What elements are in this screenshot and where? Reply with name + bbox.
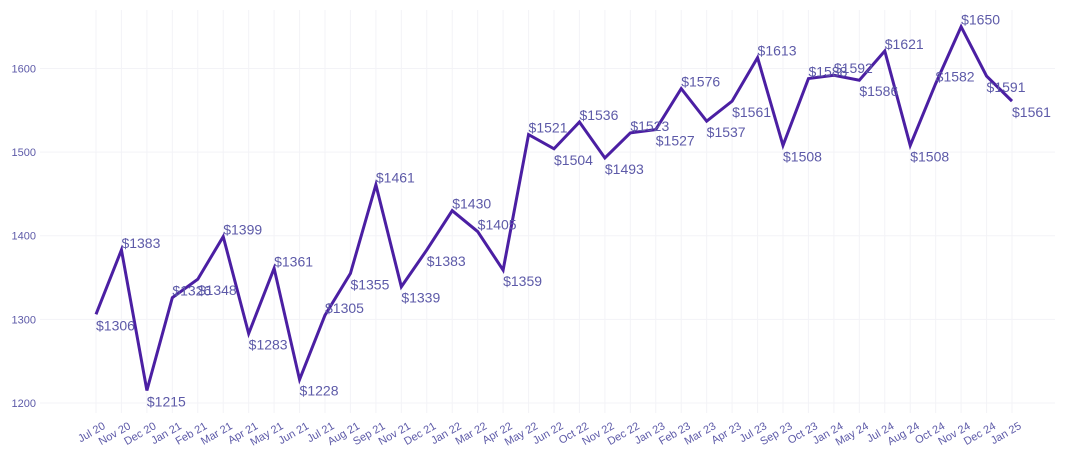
data-label: $1561 bbox=[732, 104, 771, 120]
data-label: $1536 bbox=[579, 107, 618, 123]
data-label: $1527 bbox=[656, 133, 695, 149]
data-label: $1430 bbox=[452, 196, 491, 212]
y-tick-label: 1500 bbox=[12, 147, 36, 159]
y-tick-label: 1300 bbox=[12, 314, 36, 326]
data-label: $1537 bbox=[707, 124, 746, 140]
grid bbox=[40, 10, 1055, 413]
data-label: $1588 bbox=[808, 64, 847, 80]
data-label: $1592 bbox=[834, 60, 873, 76]
data-label: $1504 bbox=[554, 152, 593, 168]
data-label: $1650 bbox=[961, 12, 1000, 28]
data-label: $1283 bbox=[249, 337, 288, 353]
y-tick-label: 1600 bbox=[12, 64, 36, 76]
series-line bbox=[94, 23, 1014, 391]
data-label: $1361 bbox=[274, 253, 313, 269]
data-label: $1359 bbox=[503, 273, 542, 289]
data-label: $1523 bbox=[630, 118, 669, 134]
data-label: $1621 bbox=[885, 36, 924, 52]
data-label: $1215 bbox=[147, 393, 186, 409]
data-labels: $1306 $1383 $1215 $1326$1348 $1399 $1283 $1361… bbox=[96, 12, 1051, 410]
data-label: $1383 bbox=[427, 253, 466, 269]
y-axis: 1200 1300 1400 1500 1600 bbox=[12, 64, 36, 410]
data-label: $1561 bbox=[1012, 104, 1051, 120]
series-line-group bbox=[94, 23, 1014, 391]
data-label: $1305 bbox=[325, 300, 364, 316]
data-label: $1383 bbox=[121, 235, 160, 251]
y-tick-label: 1200 bbox=[12, 398, 36, 410]
data-label: $1405 bbox=[478, 217, 517, 233]
data-label: $1326 bbox=[172, 283, 211, 299]
data-label: $1399 bbox=[223, 222, 262, 238]
data-label: $1613 bbox=[758, 43, 797, 59]
data-label: $1228 bbox=[300, 383, 339, 399]
data-label: $1461 bbox=[376, 170, 415, 186]
data-label: $1521 bbox=[529, 120, 568, 136]
data-label: $1348 bbox=[198, 282, 237, 298]
data-label: $1339 bbox=[401, 290, 440, 306]
data-label: $1586 bbox=[859, 83, 898, 99]
y-tick-label: 1400 bbox=[12, 231, 36, 243]
data-label: $1582 bbox=[936, 69, 975, 85]
data-label: $1493 bbox=[605, 161, 644, 177]
data-label: $1306 bbox=[96, 317, 135, 333]
data-label: $1508 bbox=[910, 148, 949, 164]
data-label: $1508 bbox=[783, 148, 822, 164]
data-label: $1591 bbox=[987, 79, 1026, 95]
data-label: $1355 bbox=[350, 276, 389, 292]
data-label: $1576 bbox=[681, 74, 720, 90]
